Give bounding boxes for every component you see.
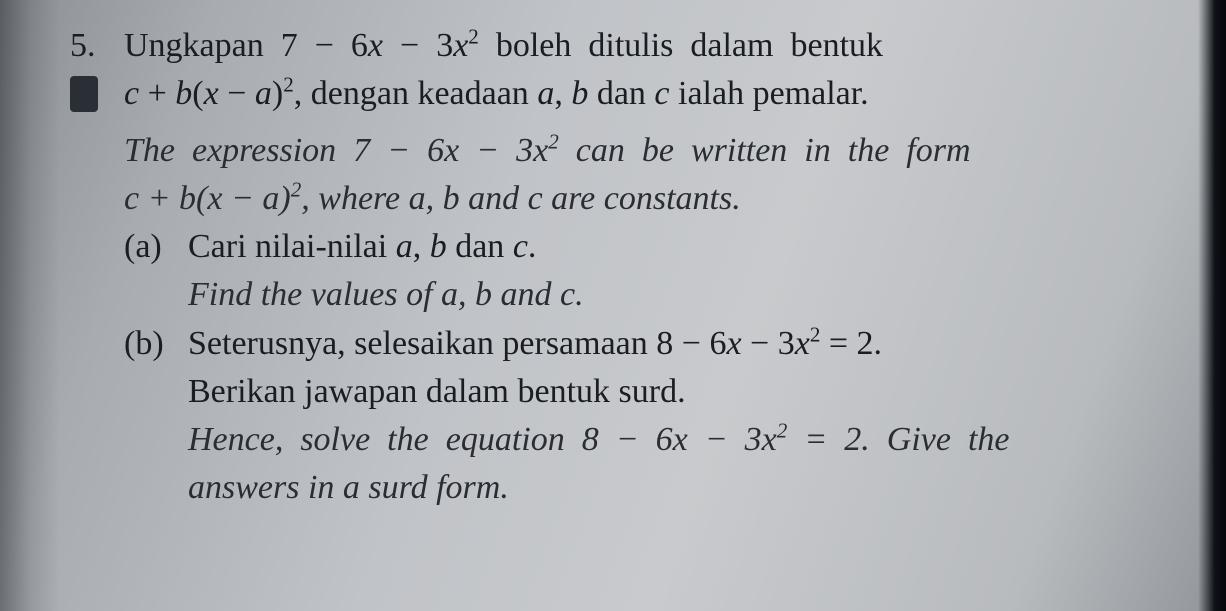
question-number: 5. — [70, 22, 124, 70]
stem-en-line2: c + b(x − a)2, where a, b and c are cons… — [124, 180, 741, 217]
stem-en-line1: The expression 7 − 6x − 3x2 can be writt… — [124, 132, 971, 169]
right-page-edge — [1198, 0, 1226, 611]
part-b-ms-line2: Berikan jawapan dalam bentuk surd. — [188, 373, 686, 410]
part-b-label: (b) — [124, 320, 188, 368]
stem-ms-line2: c + b(x − a)2, dengan keadaan a, b dan c… — [124, 75, 869, 112]
difficulty-badge-slot — [70, 70, 124, 126]
question-block: 5. Ungkapan 7 − 6x − 3x2 boleh ditulis d… — [0, 0, 1226, 513]
qnum-text: 5. — [70, 27, 96, 64]
difficulty-badge-icon — [70, 76, 98, 112]
part-a-en: Find the values of a, b and c. — [188, 276, 584, 313]
part-b-en-line2: answers in a surd form. — [188, 469, 509, 506]
part-a-ms: Cari nilai-nilai a, b dan c. — [188, 228, 536, 265]
part-b-ms-line1: Seterusnya, selesaikan persamaan 8 − 6x … — [188, 325, 882, 362]
part-a-label: (a) — [124, 223, 188, 271]
stem-ms-line1: Ungkapan 7 − 6x − 3x2 boleh ditulis dala… — [124, 27, 883, 64]
part-b-en-line1: Hence, solve the equation 8 − 6x − 3x2 =… — [188, 421, 1010, 458]
